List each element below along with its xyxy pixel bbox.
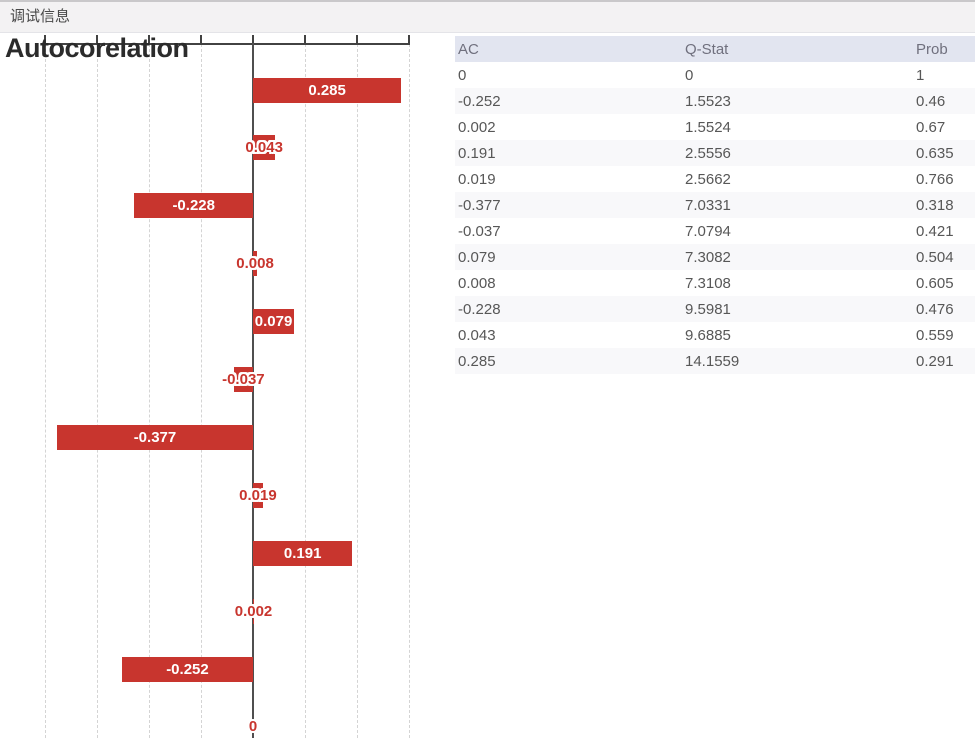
cell-ac: -0.377 <box>458 196 501 214</box>
table-row: -0.252 1.5523 0.46 <box>455 88 975 114</box>
table-row: 0.008 7.3108 0.605 <box>455 270 975 296</box>
cell-ac: 0.079 <box>458 248 496 266</box>
cell-prob: 0.291 <box>916 352 954 370</box>
cell-prob: 0.318 <box>916 196 954 214</box>
cell-ac: 0.191 <box>458 144 496 162</box>
cell-q-stat: 7.0331 <box>685 196 731 214</box>
bar[interactable] <box>253 251 258 276</box>
zero-axis-line <box>252 43 254 738</box>
table-row: -0.037 7.0794 0.421 <box>455 218 975 244</box>
bar[interactable] <box>233 367 253 392</box>
cell-ac: 0.008 <box>458 274 496 292</box>
cell-q-stat: 2.5556 <box>685 144 731 162</box>
bar[interactable] <box>134 193 253 218</box>
table-body: 0 0 1 -0.252 1.5523 0.46 0.002 1.5524 0.67 0.191 2… <box>455 62 975 374</box>
cell-ac: 0 <box>458 66 467 84</box>
autocorrelation-chart: Autocorelation 0.285 0.043 -0.228 0.008 0.07… <box>0 0 455 738</box>
bar[interactable] <box>56 425 253 450</box>
debug-bar: 调试信息 <box>0 0 975 33</box>
table-row: 0.079 7.3082 0.504 <box>455 244 975 270</box>
table-row: 0.002 1.5524 0.67 <box>455 114 975 140</box>
bar-label: -0.377 <box>133 429 177 446</box>
cell-prob: 0.46 <box>916 92 946 110</box>
gridline <box>149 44 150 738</box>
bar-label: 0.002 <box>234 603 273 620</box>
bar-label: 0.019 <box>239 487 277 504</box>
cell-prob: 0.421 <box>916 222 954 240</box>
table-row: 0.285 14.1559 0.291 <box>455 348 975 374</box>
cell-prob: 0.476 <box>916 300 954 318</box>
gridline <box>305 44 306 738</box>
cell-ac: -0.037 <box>458 222 501 240</box>
cell-q-stat: 9.5981 <box>685 300 731 318</box>
axis-tick <box>304 35 306 45</box>
bar[interactable] <box>253 599 255 624</box>
cell-q-stat: 7.3108 <box>685 274 731 292</box>
cell-q-stat: 7.3082 <box>685 248 731 266</box>
table-row: 0.019 2.5662 0.766 <box>455 166 975 192</box>
bar-label: 0.079 <box>254 313 293 330</box>
bar-label: -0.037 <box>222 371 265 388</box>
bar-label: 0.191 <box>283 545 322 562</box>
cell-q-stat: 7.0794 <box>685 222 731 240</box>
axis-tick <box>408 35 410 45</box>
cell-ac: 0.002 <box>458 118 496 136</box>
table-row: -0.377 7.0331 0.318 <box>455 192 975 218</box>
axis-tick <box>44 35 46 45</box>
cell-ac: 0.019 <box>458 170 496 188</box>
cell-q-stat: 9.6885 <box>685 326 731 344</box>
cell-q-stat: 1.5523 <box>685 92 731 110</box>
x-axis-line <box>44 43 410 45</box>
cell-ac: 0.285 <box>458 352 496 370</box>
gridline <box>357 44 358 738</box>
cell-ac: -0.252 <box>458 92 501 110</box>
bar-label: -0.228 <box>172 197 215 214</box>
chart-title: Autocorelation <box>5 33 189 63</box>
bar-label: -0.252 <box>166 661 209 678</box>
table-row: -0.228 9.5981 0.476 <box>455 296 975 322</box>
cell-q-stat: 2.5662 <box>685 170 731 188</box>
axis-tick <box>200 35 202 45</box>
bar[interactable] <box>253 135 276 160</box>
bar-label: 0 <box>248 718 258 735</box>
gridline <box>201 44 202 738</box>
bar[interactable] <box>253 483 263 508</box>
gridline <box>45 44 46 738</box>
bar[interactable] <box>253 541 353 566</box>
bar[interactable] <box>121 657 253 682</box>
cell-prob: 0.766 <box>916 170 954 188</box>
table-row: 0.191 2.5556 0.635 <box>455 140 975 166</box>
bar-label: 0.008 <box>236 255 274 272</box>
table-row: 0.043 9.6885 0.559 <box>455 322 975 348</box>
table-row: 0 0 1 <box>455 62 975 88</box>
cell-prob: 0.605 <box>916 274 954 292</box>
bar-label: 0.285 <box>308 82 346 99</box>
cell-ac: -0.228 <box>458 300 501 318</box>
gridline <box>409 44 410 738</box>
axis-tick <box>252 35 254 45</box>
cell-prob: 0.559 <box>916 326 954 344</box>
cell-q-stat: 14.1559 <box>685 352 740 370</box>
cell-ac: 0.043 <box>458 326 496 344</box>
table-header-row: AC Q-Stat Prob <box>455 36 975 62</box>
axis-tick <box>356 35 358 45</box>
axis-tick <box>148 35 150 45</box>
bar[interactable] <box>253 78 402 103</box>
bar[interactable] <box>253 309 295 334</box>
cell-q-stat: 1.5524 <box>685 118 731 136</box>
cell-prob: 0.67 <box>916 118 946 136</box>
column-header-ac: AC <box>458 40 479 58</box>
column-header-prob: Prob <box>916 40 948 58</box>
cell-prob: 0.635 <box>916 144 954 162</box>
cell-prob: 1 <box>916 66 925 84</box>
bar-label: 0.043 <box>245 139 283 156</box>
gridline <box>97 44 98 738</box>
debug-bar-title: 调试信息 <box>10 8 71 25</box>
stats-table: AC Q-Stat Prob 0 0 1 -0.252 1.5523 0.46 0.002 1.5… <box>455 36 975 374</box>
cell-prob: 0.504 <box>916 248 954 266</box>
cell-q-stat: 0 <box>685 66 694 84</box>
column-header-q-stat: Q-Stat <box>685 40 729 58</box>
axis-tick <box>96 35 98 45</box>
